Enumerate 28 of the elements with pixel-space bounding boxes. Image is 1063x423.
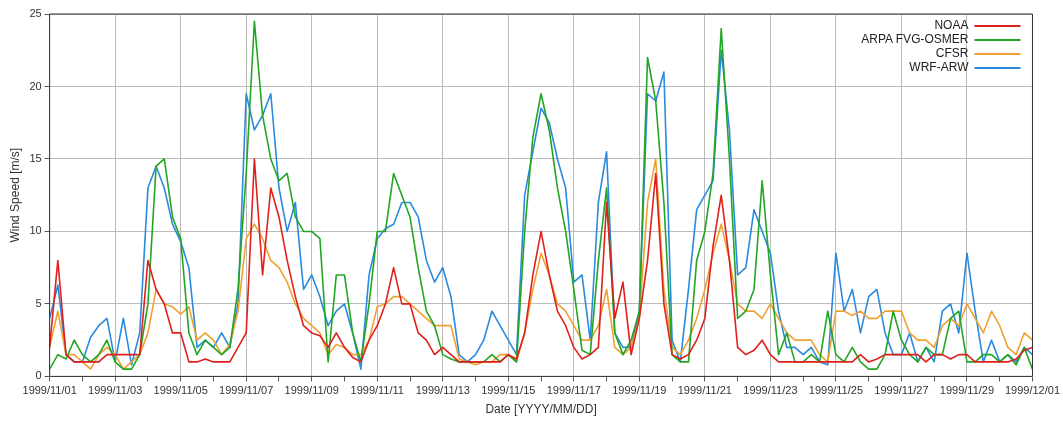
y-tick-label: 10: [29, 224, 42, 237]
x-tick-label: 1999/11/13: [415, 384, 470, 397]
x-tick-label: 1999/11/23: [743, 384, 798, 397]
x-tick-label: 1999/11/09: [284, 384, 339, 397]
x-tick-label: 1999/11/29: [939, 384, 995, 397]
x-tick-label: 1999/12/01: [1004, 384, 1060, 397]
x-tick-label: 1999/11/21: [677, 384, 732, 397]
x-tick-label: 1999/11/03: [88, 384, 143, 397]
y-tick-label: 25: [29, 7, 42, 20]
y-tick-label: 20: [29, 79, 42, 92]
x-tick-label: 1999/11/05: [153, 384, 208, 397]
y-axis-title: Wind Speed [m/s]: [7, 147, 22, 243]
y-tick-label: 15: [29, 151, 42, 164]
x-tick-label: 1999/11/15: [481, 384, 536, 397]
y-tick-label: 5: [35, 296, 42, 309]
x-axis-title: Date [YYYY/MM/DD]: [485, 402, 597, 417]
x-tick-label: 1999/11/27: [874, 384, 929, 397]
x-tick-label: 1999/11/17: [546, 384, 601, 397]
x-tick-label: 1999/11/07: [219, 384, 274, 397]
x-tick-label: 1999/11/11: [350, 384, 404, 397]
legend-label: NOAA: [934, 18, 969, 33]
legend-label: WRF-ARW: [909, 60, 970, 75]
x-tick-label: 1999/11/19: [612, 384, 667, 397]
legend-label: CFSR: [935, 46, 969, 61]
x-tick-label: 1999/11/01: [22, 384, 77, 397]
x-tick-label: 1999/11/25: [808, 384, 864, 397]
legend-label: ARPA FVG-OSMER: [861, 32, 969, 47]
y-tick-label: 0: [35, 369, 42, 382]
